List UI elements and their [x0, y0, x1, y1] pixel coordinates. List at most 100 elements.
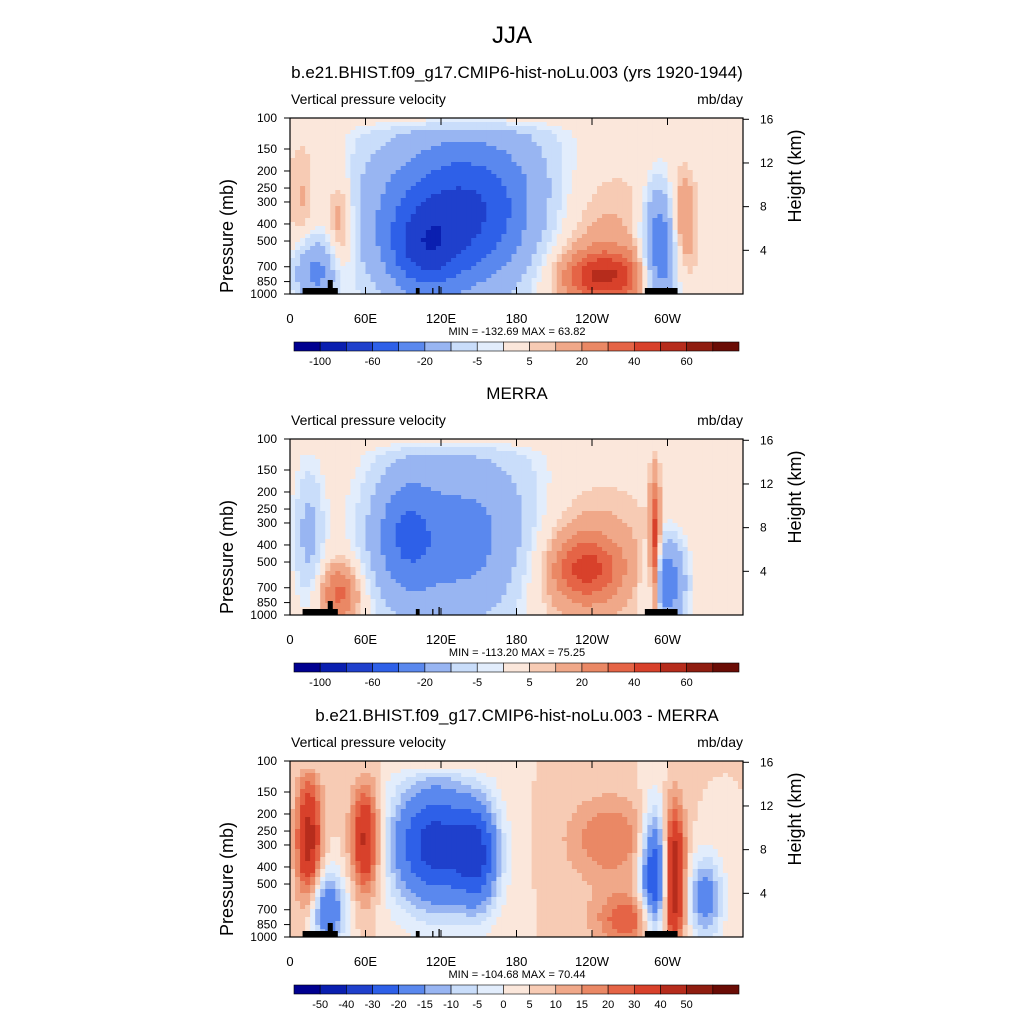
- heatmap-cell: [586, 178, 593, 183]
- heatmap-cell: [425, 182, 432, 187]
- heatmap-cell: [441, 178, 447, 183]
- heatmap-cell: [667, 246, 674, 251]
- heatmap-cell: [481, 238, 487, 243]
- y-tick-label: 850: [257, 275, 277, 289]
- heatmap-cell: [662, 226, 669, 231]
- heatmap-cell: [687, 170, 694, 175]
- heatmap-cell: [652, 210, 659, 215]
- heatmap-cell: [330, 278, 336, 283]
- heatmap-cell: [305, 270, 311, 275]
- heatmap-cell: [707, 262, 714, 267]
- heatmap-cell: [647, 274, 653, 279]
- heatmap-cell: [712, 178, 719, 183]
- heatmap-cell: [566, 166, 573, 171]
- heatmap-cell: [380, 210, 387, 215]
- heatmap-cell: [390, 154, 397, 159]
- heatmap-cell: [546, 194, 553, 199]
- x-tick-label: 0: [286, 311, 293, 326]
- heatmap-cell: [672, 142, 679, 147]
- heatmap-cell: [682, 475, 689, 480]
- heatmap-cell: [511, 266, 518, 271]
- heatmap-cell: [672, 278, 679, 283]
- heatmap-cell: [451, 214, 457, 219]
- heatmap-cell: [360, 270, 367, 275]
- heatmap-cell: [657, 154, 664, 159]
- heatmap-cell: [692, 274, 699, 279]
- heatmap-cell: [380, 455, 387, 460]
- heatmap-cell: [420, 250, 427, 255]
- heatmap-cell: [722, 455, 729, 460]
- heatmap-cell: [325, 274, 331, 279]
- heatmap-cell: [446, 238, 452, 243]
- heatmap-cell: [697, 138, 704, 143]
- heatmap-cell: [380, 130, 387, 135]
- heatmap-cell: [430, 282, 437, 287]
- heatmap-cell: [692, 266, 699, 271]
- heatmap-cell: [732, 190, 739, 195]
- heatmap-cell: [632, 226, 638, 231]
- heatmap-cell: [300, 250, 306, 255]
- colorbar-box: [607, 341, 635, 352]
- heatmap-cell: [345, 202, 351, 207]
- heatmap-cell: [425, 222, 432, 227]
- heatmap-cell: [687, 158, 694, 163]
- heatmap-cell: [370, 146, 377, 151]
- heatmap-cell: [466, 178, 472, 183]
- heatmap-cell: [446, 282, 452, 287]
- heatmap-cell: [415, 242, 422, 247]
- heatmap-cell: [652, 274, 659, 279]
- heatmap-cell: [430, 459, 437, 464]
- heatmap-cell: [682, 206, 689, 211]
- heatmap-cell: [435, 146, 442, 151]
- heatmap-cell: [305, 134, 311, 139]
- heatmap-cell: [561, 218, 568, 223]
- heatmap-cell: [672, 467, 679, 472]
- heatmap-cell: [365, 210, 372, 215]
- heatmap-cell: [430, 234, 437, 239]
- colorbar-box: [686, 341, 714, 352]
- heatmap-cell: [425, 262, 432, 267]
- heatmap-cell: [682, 142, 689, 147]
- heatmap-cell: [722, 186, 729, 191]
- heatmap-cell: [325, 234, 331, 239]
- heatmap-cell: [340, 274, 346, 279]
- heatmap-cell: [456, 134, 462, 139]
- heatmap-cell: [727, 206, 734, 211]
- heatmap-cell: [637, 206, 643, 211]
- heatmap-cell: [405, 138, 412, 143]
- heatmap-cell: [345, 262, 351, 267]
- heatmap-cell: [375, 471, 382, 476]
- heatmap-cell: [335, 162, 341, 167]
- heatmap-cell: [707, 451, 714, 456]
- heatmap-cell: [456, 234, 462, 239]
- heatmap-cell: [732, 286, 739, 291]
- heatmap-cell: [320, 138, 326, 143]
- heatmap-cell: [491, 258, 497, 263]
- heatmap-cell: [350, 210, 357, 215]
- heatmap-cell: [340, 250, 346, 255]
- heatmap-cell: [541, 210, 548, 215]
- heatmap-cell: [305, 254, 311, 259]
- heatmap-cell: [295, 218, 301, 223]
- heatmap-cell: [627, 258, 633, 263]
- heatmap-cell: [430, 126, 437, 131]
- heatmap-cell: [420, 471, 427, 476]
- heatmap-cell: [627, 190, 633, 195]
- heatmap-cell: [672, 451, 679, 456]
- heatmap-cell: [667, 270, 674, 275]
- heatmap-cell: [667, 134, 674, 139]
- heatmap-cell: [722, 274, 729, 279]
- heatmap-cell: [737, 242, 743, 247]
- heatmap-cell: [300, 190, 306, 195]
- heatmap-cell: [727, 202, 734, 207]
- heatmap-cell: [380, 190, 387, 195]
- heatmap-cell: [692, 202, 699, 207]
- heatmap-cell: [451, 186, 457, 191]
- heatmap-cell: [491, 226, 497, 231]
- heatmap-cell: [430, 258, 437, 263]
- heatmap-cell: [471, 150, 477, 155]
- heatmap-cell: [451, 210, 457, 215]
- terrain-block: [438, 286, 440, 294]
- heatmap-cell: [456, 290, 462, 294]
- heatmap-cell: [586, 158, 593, 163]
